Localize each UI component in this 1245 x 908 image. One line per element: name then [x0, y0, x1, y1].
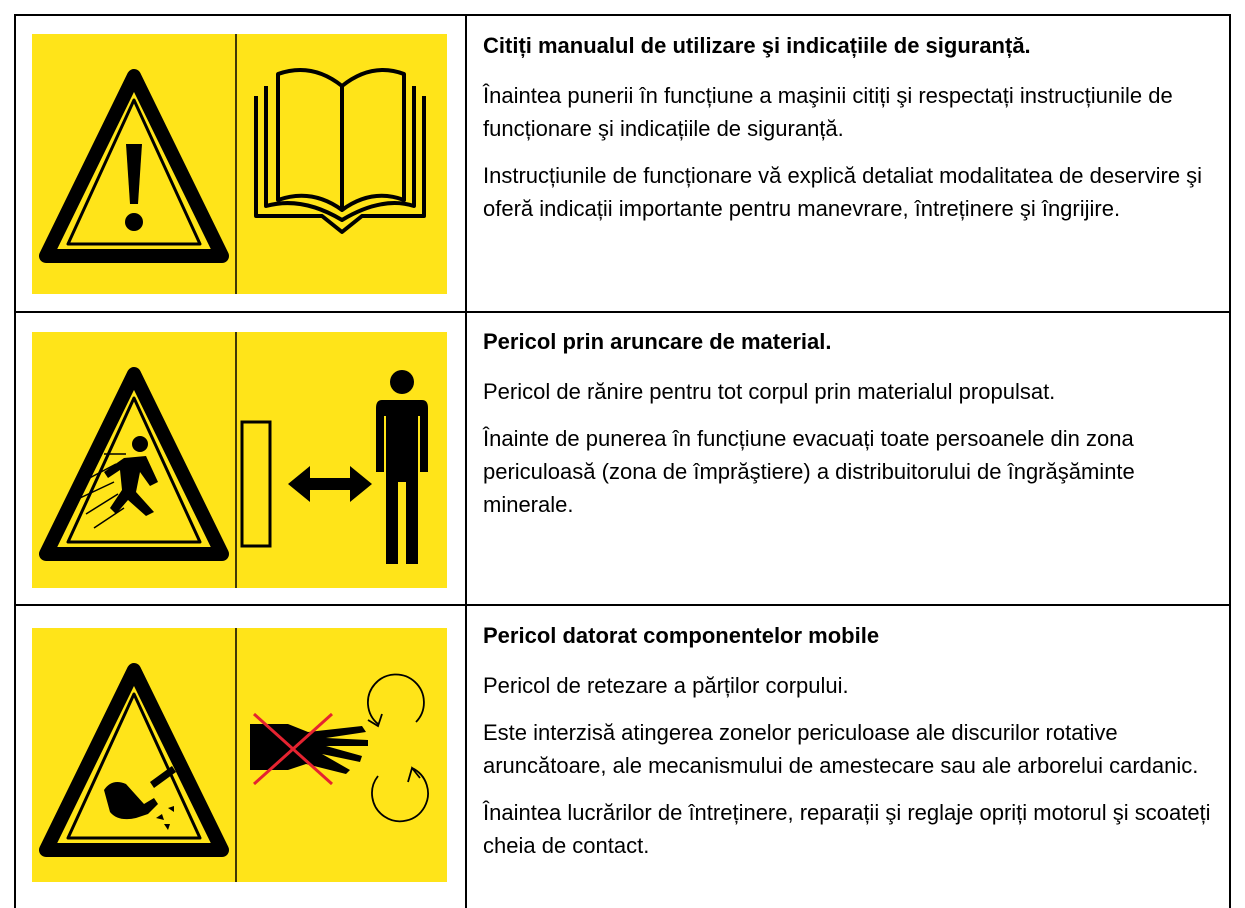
table-border [1229, 14, 1231, 908]
safety-sign [32, 332, 447, 588]
paragraph: Pericol de rănire pentru tot corpul prin… [483, 379, 1056, 404]
paragraph: Înaintea punerii în funcțiune a maşinii … [483, 83, 1173, 141]
section-title: Citiți manualul de utilizare şi indicați… [483, 33, 1031, 58]
paragraph: Înaintea lucrărilor de întreținere, repa… [483, 800, 1211, 858]
paragraph: Înainte de punerea în funcțiune evacuați… [483, 426, 1135, 517]
section-text: Citiți manualul de utilizare şi indicați… [483, 29, 1225, 239]
paragraph: Pericol de retezare a părților corpului. [483, 673, 849, 698]
paragraph: Este interzisă atingerea zonelor pericul… [483, 720, 1199, 778]
table-border [14, 311, 1231, 313]
table-border [14, 14, 1231, 16]
table-border [14, 604, 1231, 606]
section-title: Pericol prin aruncare de material. [483, 329, 832, 354]
paragraph: Instrucțiunile de funcționare vă explică… [483, 163, 1203, 221]
table-border [465, 14, 467, 908]
safety-sign [32, 34, 447, 294]
table-border [14, 14, 16, 908]
safety-sign [32, 628, 447, 882]
section-title: Pericol datorat componentelor mobile [483, 623, 880, 648]
section-text: Pericol datorat componentelor mobile Per… [483, 619, 1225, 876]
section-text: Pericol prin aruncare de material. Peric… [483, 325, 1225, 535]
